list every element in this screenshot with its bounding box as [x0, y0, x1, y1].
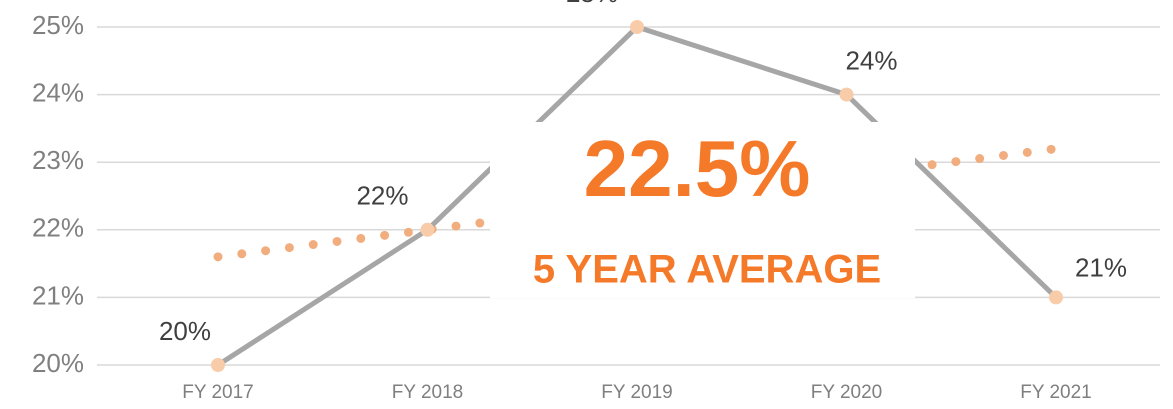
y-tick-label: 24%: [32, 77, 84, 107]
y-tick-label: 25%: [32, 10, 84, 40]
point: [839, 87, 854, 102]
point: [420, 222, 435, 237]
x-tick-label: FY 2019: [601, 382, 672, 403]
y-tick-label: 20%: [32, 348, 84, 378]
point: [1049, 290, 1063, 305]
x-tick-label: FY 2020: [811, 382, 882, 403]
x-tick-label: FY 2021: [1020, 382, 1091, 403]
data-label: 25%: [566, 0, 618, 8]
data-label: 20%: [159, 316, 211, 346]
data-label: 24%: [845, 45, 897, 75]
x-tick-label: FY 2018: [392, 382, 463, 403]
y-tick-label: 23%: [32, 145, 84, 175]
annotation-caption: 5 YEAR AVERAGE: [533, 248, 881, 292]
x-tick-label: FY 2017: [182, 382, 253, 403]
data-label: 21%: [1075, 252, 1127, 282]
annotation-value: 22.5%: [584, 124, 811, 213]
y-tick-label: 22%: [32, 213, 84, 243]
y-tick-label: 21%: [32, 280, 84, 310]
data-label: 22%: [356, 181, 408, 211]
point: [630, 20, 644, 34]
trend-line: [213, 144, 1061, 262]
point: [211, 358, 225, 372]
annotation-box: [490, 122, 915, 298]
